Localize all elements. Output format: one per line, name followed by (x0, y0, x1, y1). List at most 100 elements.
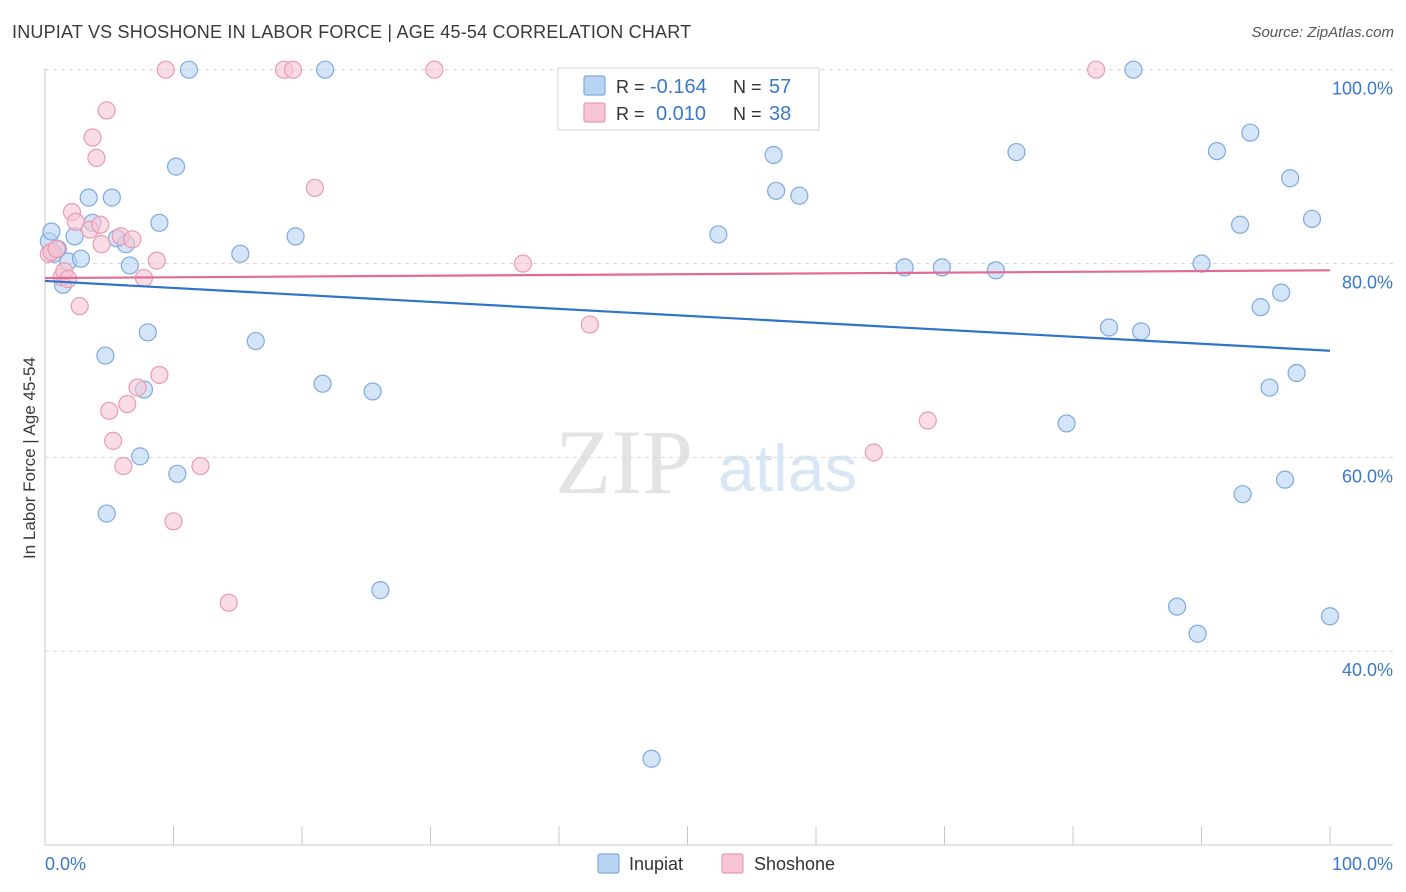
shoshone-point (87, 148, 106, 167)
shoshone-point (104, 431, 123, 450)
watermark-zip: ZIP (555, 411, 693, 513)
inupiat-point (1302, 209, 1322, 229)
inupiat-trendline (44, 279, 1331, 352)
inupiat-point (1320, 607, 1340, 626)
shoshone-point (1087, 60, 1106, 79)
x-tick-label: 100.0% (1332, 854, 1393, 874)
inupiat-point (97, 504, 116, 523)
shoshone-point (118, 394, 137, 414)
legend-r-value: -0.164 (650, 76, 707, 98)
inupiat-point (130, 447, 150, 466)
shoshone-trendline (44, 269, 1331, 280)
shoshone-point (123, 230, 142, 249)
shoshone-point (83, 128, 102, 147)
shoshone-point (70, 297, 89, 316)
watermark-atlas: atlas (718, 431, 857, 505)
shoshone-point (513, 254, 533, 273)
inupiat-point (1207, 141, 1227, 161)
inupiat-point (1260, 378, 1279, 397)
legend-swatch-inupiat (583, 75, 606, 96)
inupiat-point (138, 323, 157, 342)
inupiat-point (1281, 169, 1300, 188)
legend-n-label: N = (733, 77, 762, 97)
legend-r-label: R = (616, 77, 645, 97)
shoshone-point (91, 215, 110, 234)
y-tick-label: 40.0% (1342, 660, 1393, 680)
inupiat-point (764, 145, 783, 165)
inupiat-point (71, 249, 91, 268)
shoshone-point (305, 178, 324, 198)
inupiat-point (895, 258, 914, 277)
inupiat-point (79, 188, 98, 207)
shoshone-point (47, 239, 66, 259)
shoshone-point (864, 443, 883, 462)
inupiat-point (790, 186, 809, 205)
inupiat-point (1230, 215, 1250, 234)
shoshone-point (283, 60, 303, 79)
bottom-legend-swatch-shoshone (721, 853, 744, 874)
inupiat-point (120, 256, 139, 275)
series-legend: Inupiat Shoshone (597, 853, 835, 874)
inupiat-point (313, 374, 332, 393)
inupiat-point (168, 464, 187, 483)
shoshone-point (191, 456, 210, 476)
shoshone-point (164, 512, 183, 531)
inupiat-point (1272, 283, 1291, 302)
shoshone-point (66, 212, 85, 231)
inupiat-point (709, 225, 728, 244)
legend-swatch-shoshone (583, 102, 606, 123)
bottom-legend-label-inupiat: Inupiat (629, 854, 683, 874)
legend-n-value: 57 (769, 76, 791, 98)
source-label: Source: ZipAtlas.com (1251, 24, 1394, 41)
shoshone-point (97, 101, 116, 120)
chart-title: INUPIAT VS SHOSHONE IN LABOR FORCE | AGE… (12, 22, 692, 42)
legend-n-label: N = (733, 104, 762, 124)
shoshone-point (92, 235, 111, 254)
inupiat-point (371, 581, 390, 600)
shoshone-point (128, 378, 147, 397)
inupiat-point (1099, 318, 1119, 337)
shoshone-point (150, 365, 169, 385)
inupiat-point (102, 188, 121, 207)
y-tick-label: 60.0% (1342, 466, 1393, 486)
legend-r-label: R = (616, 104, 645, 124)
shoshone-point (114, 456, 133, 476)
inupiat-point (1124, 60, 1143, 79)
inupiat-point (1233, 485, 1252, 504)
y-tick-label: 80.0% (1342, 273, 1393, 293)
inupiat-point (1188, 624, 1207, 643)
shoshone-point (425, 60, 444, 79)
correlation-legend: R = -0.164 N = 57 R = 0.010 N = 38 (557, 67, 820, 131)
legend-n-value: 38 (769, 103, 791, 125)
bottom-legend-swatch-inupiat (597, 853, 620, 874)
inupiat-point (42, 222, 61, 241)
shoshone-point (100, 401, 119, 420)
inupiat-point (286, 227, 305, 246)
inupiat-point (642, 749, 661, 768)
shoshone-point (219, 593, 238, 612)
bottom-legend-label-shoshone: Shoshone (754, 854, 835, 874)
inupiat-point (316, 60, 335, 79)
shoshone-point (918, 411, 937, 430)
inupiat-point (150, 213, 169, 232)
inupiat-point (767, 181, 786, 200)
shoshone-point (580, 315, 599, 334)
shoshone-point (156, 60, 175, 79)
inupiat-point (986, 261, 1006, 280)
inupiat-point (179, 60, 199, 79)
inupiat-point (246, 331, 265, 351)
inupiat-point (1287, 363, 1306, 383)
y-axis-title: In Labor Force | Age 45-54 (20, 357, 39, 559)
y-tick-label: 100.0% (1332, 79, 1393, 99)
inupiat-point (1275, 470, 1295, 489)
inupiat-point (1007, 142, 1026, 162)
shoshone-point (147, 251, 166, 270)
inupiat-point (1241, 123, 1260, 142)
inupiat-point (1192, 254, 1211, 273)
inupiat-point (166, 157, 186, 176)
inupiat-point (1167, 597, 1187, 616)
inupiat-point (1132, 322, 1151, 341)
inupiat-point (96, 346, 115, 365)
legend-r-value: 0.010 (656, 103, 706, 125)
